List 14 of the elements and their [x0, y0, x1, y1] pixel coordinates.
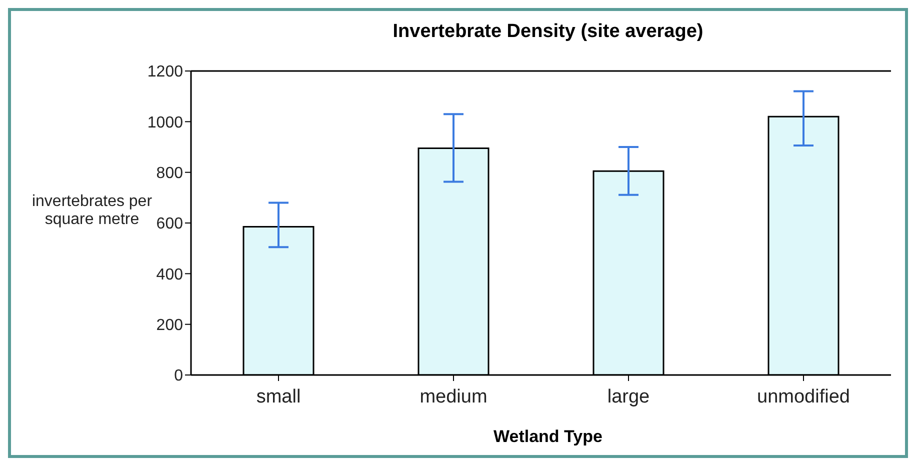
x-tick-label: unmodified [757, 386, 850, 408]
y-tick-label: 1200 [147, 64, 184, 81]
x-tick-label: small [256, 386, 301, 408]
y-tick-label: 200 [156, 317, 184, 334]
x-axis-title: Wetland Type [492, 427, 604, 447]
y-tick-label: 1000 [147, 114, 184, 132]
y-tick-label: 600 [156, 216, 184, 233]
x-tick-label: medium [420, 386, 488, 408]
y-tick-label: 400 [156, 266, 184, 284]
y-tick-label: 0 [174, 368, 184, 385]
x-tick-label: large [607, 386, 650, 408]
y-axis-title: invertebrates per square metre [32, 193, 152, 228]
y-tick-label: 800 [156, 165, 184, 182]
chart-title: Invertebrate Density (site average) [392, 21, 704, 43]
